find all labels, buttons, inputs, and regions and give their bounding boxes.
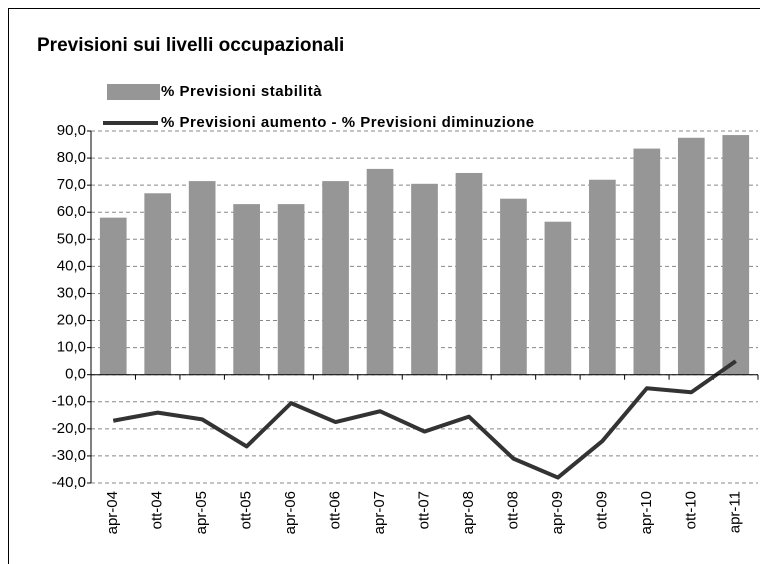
x-tick-label: ott-07: [415, 491, 432, 529]
bar: [188, 181, 216, 375]
bar: [500, 198, 527, 375]
bar: [411, 183, 438, 375]
y-tick-label: -40,0: [52, 474, 86, 491]
chart-frame: [8, 8, 760, 564]
y-tick-label: 10,0: [57, 339, 86, 356]
x-tick-label: ott-08: [504, 491, 521, 529]
bar: [277, 204, 305, 375]
legend-label: % Previsioni aumento - % Previsioni dimi…: [161, 114, 535, 131]
y-tick-label: 30,0: [57, 284, 86, 301]
x-tick-label: ott-10: [682, 491, 699, 529]
x-tick-label: ott-05: [238, 491, 255, 529]
y-tick-label: 80,0: [57, 149, 86, 166]
bar: [544, 221, 572, 375]
chart-title: Previsioni sui livelli occupazionali: [37, 35, 344, 56]
y-tick-label: 0,0: [65, 366, 86, 383]
bar: [366, 168, 394, 375]
y-tick-label: -10,0: [52, 393, 86, 410]
x-tick-label: apr-11: [727, 491, 744, 533]
x-tick-label: apr-05: [193, 491, 210, 534]
bar: [455, 172, 483, 375]
x-tick-label: ott-04: [149, 491, 166, 529]
bar: [589, 179, 616, 375]
x-tick-label: ott-09: [593, 491, 610, 529]
x-tick-label: apr-08: [460, 491, 477, 534]
legend-swatch: [107, 84, 160, 100]
x-tick-label: ott-06: [327, 491, 344, 529]
bar: [144, 193, 172, 375]
y-tick-label: 50,0: [57, 230, 86, 247]
y-tick-label: 90,0: [57, 122, 86, 139]
bar: [99, 217, 127, 375]
legend-label: % Previsioni stabilità: [161, 83, 322, 100]
bar: [722, 135, 750, 375]
x-tick-label: apr-06: [282, 491, 299, 534]
x-tick-label: apr-10: [638, 491, 655, 534]
y-tick-label: 40,0: [57, 257, 86, 274]
y-tick-label: -20,0: [52, 420, 86, 437]
bar: [677, 137, 705, 375]
line: [112, 359, 737, 480]
x-tick-label: apr-09: [549, 491, 566, 534]
bar: [633, 148, 661, 375]
y-tick-label: 20,0: [57, 312, 86, 329]
bar: [233, 204, 260, 375]
bar: [322, 181, 349, 375]
y-tick-label: -30,0: [52, 447, 86, 464]
x-tick-label: apr-04: [104, 491, 121, 534]
y-tick-label: 60,0: [57, 203, 86, 220]
x-tick-label: apr-07: [371, 491, 388, 534]
y-tick-label: 70,0: [57, 176, 86, 193]
